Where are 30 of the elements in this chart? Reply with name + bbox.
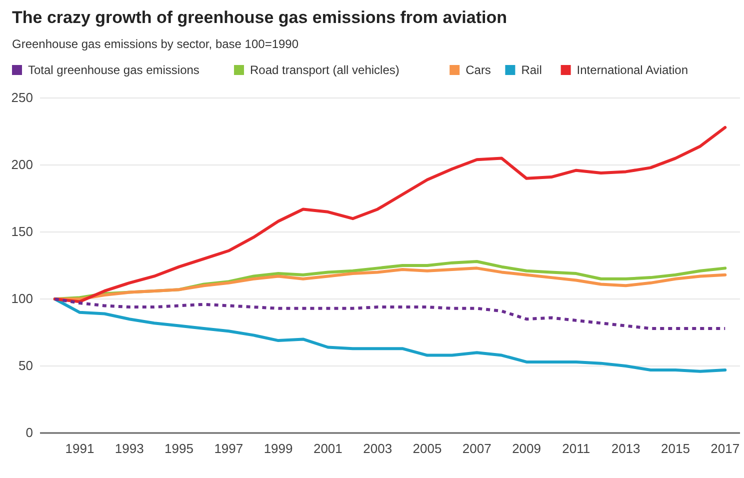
x-tick-label: 2011 bbox=[562, 441, 590, 456]
x-tick-label: 1993 bbox=[114, 441, 144, 456]
x-tick-label: 2007 bbox=[462, 441, 492, 456]
x-tick-label: 2017 bbox=[710, 441, 740, 456]
y-tick-label: 200 bbox=[11, 157, 33, 172]
y-tick-label: 150 bbox=[11, 224, 33, 239]
x-tick-label: 1999 bbox=[264, 441, 293, 456]
legend-label: International Aviation bbox=[576, 63, 688, 77]
line-series bbox=[53, 126, 727, 304]
x-tick-label: 2005 bbox=[412, 441, 442, 456]
legend-label: Total greenhouse gas emissions bbox=[28, 63, 200, 77]
x-tick-label: 2013 bbox=[611, 441, 640, 456]
x-tick-label: 2015 bbox=[661, 441, 690, 456]
chart-title: The crazy growth of greenhouse gas emissions from aviation bbox=[12, 8, 508, 27]
legend-label: Cars bbox=[466, 63, 491, 77]
line-series bbox=[53, 298, 727, 373]
x-tick-label: 1991 bbox=[65, 441, 94, 456]
x-tick-label: 1997 bbox=[214, 441, 244, 456]
y-tick-label: 100 bbox=[11, 291, 33, 306]
x-tick-label: 1995 bbox=[164, 441, 194, 456]
line-series bbox=[53, 298, 727, 330]
y-tick-label: 250 bbox=[11, 90, 33, 105]
legend-label: Rail bbox=[521, 63, 542, 77]
x-tick-label: 2001 bbox=[313, 441, 342, 456]
legend-label: Road transport (all vehicles) bbox=[250, 63, 400, 77]
y-tick-label: 0 bbox=[26, 425, 33, 440]
x-tick-label: 2009 bbox=[512, 441, 541, 456]
y-tick-label: 50 bbox=[18, 358, 33, 373]
x-tick-label: 2003 bbox=[363, 441, 392, 456]
chart-subtitle: Greenhouse gas emissions by sector, base 100=1990 bbox=[12, 37, 299, 51]
